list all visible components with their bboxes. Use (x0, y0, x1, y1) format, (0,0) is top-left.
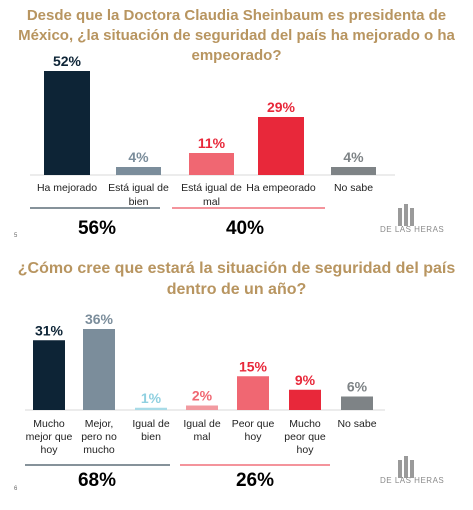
chart-2-category-label: Igual de bien (132, 418, 170, 443)
chart-2-category-label: Mucho peor que hoy (284, 418, 326, 456)
chart-1-category-label: Está igual de mal (181, 182, 242, 208)
chart-2-category-label: Mucho mejor que hoy (26, 418, 73, 456)
chart-2-category-label: Mejor, pero no mucho (81, 418, 117, 456)
chart-1-bar (189, 153, 234, 175)
chart-2-value-label: 15% (239, 358, 268, 374)
chart-1-bar (116, 167, 161, 175)
chart-2-value-label: 1% (141, 390, 162, 406)
chart-2-bar (83, 329, 115, 410)
chart-2-value-label: 31% (35, 322, 64, 338)
chart-1-bar (44, 71, 90, 175)
chart-1-value-label: 29% (267, 99, 296, 115)
chart-2-bar (237, 376, 269, 410)
chart-1-value-label: 11% (198, 135, 226, 151)
chart-1-category-label: Ha mejorado (37, 182, 97, 194)
chart-2-category-label: Igual de mal (183, 418, 221, 443)
page-mark-1: 5 (14, 233, 18, 239)
chart-2-value-label: 9% (295, 372, 316, 388)
chart-2-value-label: 6% (347, 379, 368, 395)
logo-text-2: DE LAS HERAS (380, 476, 445, 485)
logo-icon (398, 456, 414, 478)
logo-text-1: DE LAS HERAS (380, 225, 445, 234)
chart-1-category-label: Ha empeorado (246, 182, 316, 194)
chart-2-bar (135, 407, 167, 410)
chart-2-total-positive: 68% (77, 470, 117, 491)
chart-2-bar (33, 340, 65, 410)
page-mark-2: 6 (14, 486, 18, 492)
chart-2-title: ¿Cómo cree que estará la situación de se… (17, 260, 456, 298)
chart-1-category-label: No sabe (334, 182, 373, 194)
chart-1-value-label: 4% (128, 149, 149, 165)
chart-1-bar (258, 117, 304, 175)
chart-1-total-positive: 56% (77, 218, 117, 239)
chart-1-title: Desde que la Doctora Claudia Sheinbaum e… (18, 7, 455, 64)
chart-2-category-label: Peor que hoy (232, 418, 275, 443)
chart-2-bar (289, 389, 321, 410)
chart-1-total-negative: 40% (225, 218, 265, 239)
chart-1-value-label: 52% (53, 53, 82, 69)
chart-1-category-label: Está igual de bien (108, 182, 169, 208)
logo-icon (398, 204, 414, 226)
chart-2-bar (341, 396, 373, 410)
chart-1-bar (331, 167, 376, 175)
chart-2-value-label: 36% (85, 311, 114, 327)
chart-2-bar (186, 405, 218, 410)
chart-1-value-label: 4% (343, 149, 364, 165)
chart-2-value-label: 2% (192, 388, 213, 404)
chart-2-category-label: No sabe (337, 418, 376, 430)
chart-2-total-negative: 26% (235, 470, 275, 491)
